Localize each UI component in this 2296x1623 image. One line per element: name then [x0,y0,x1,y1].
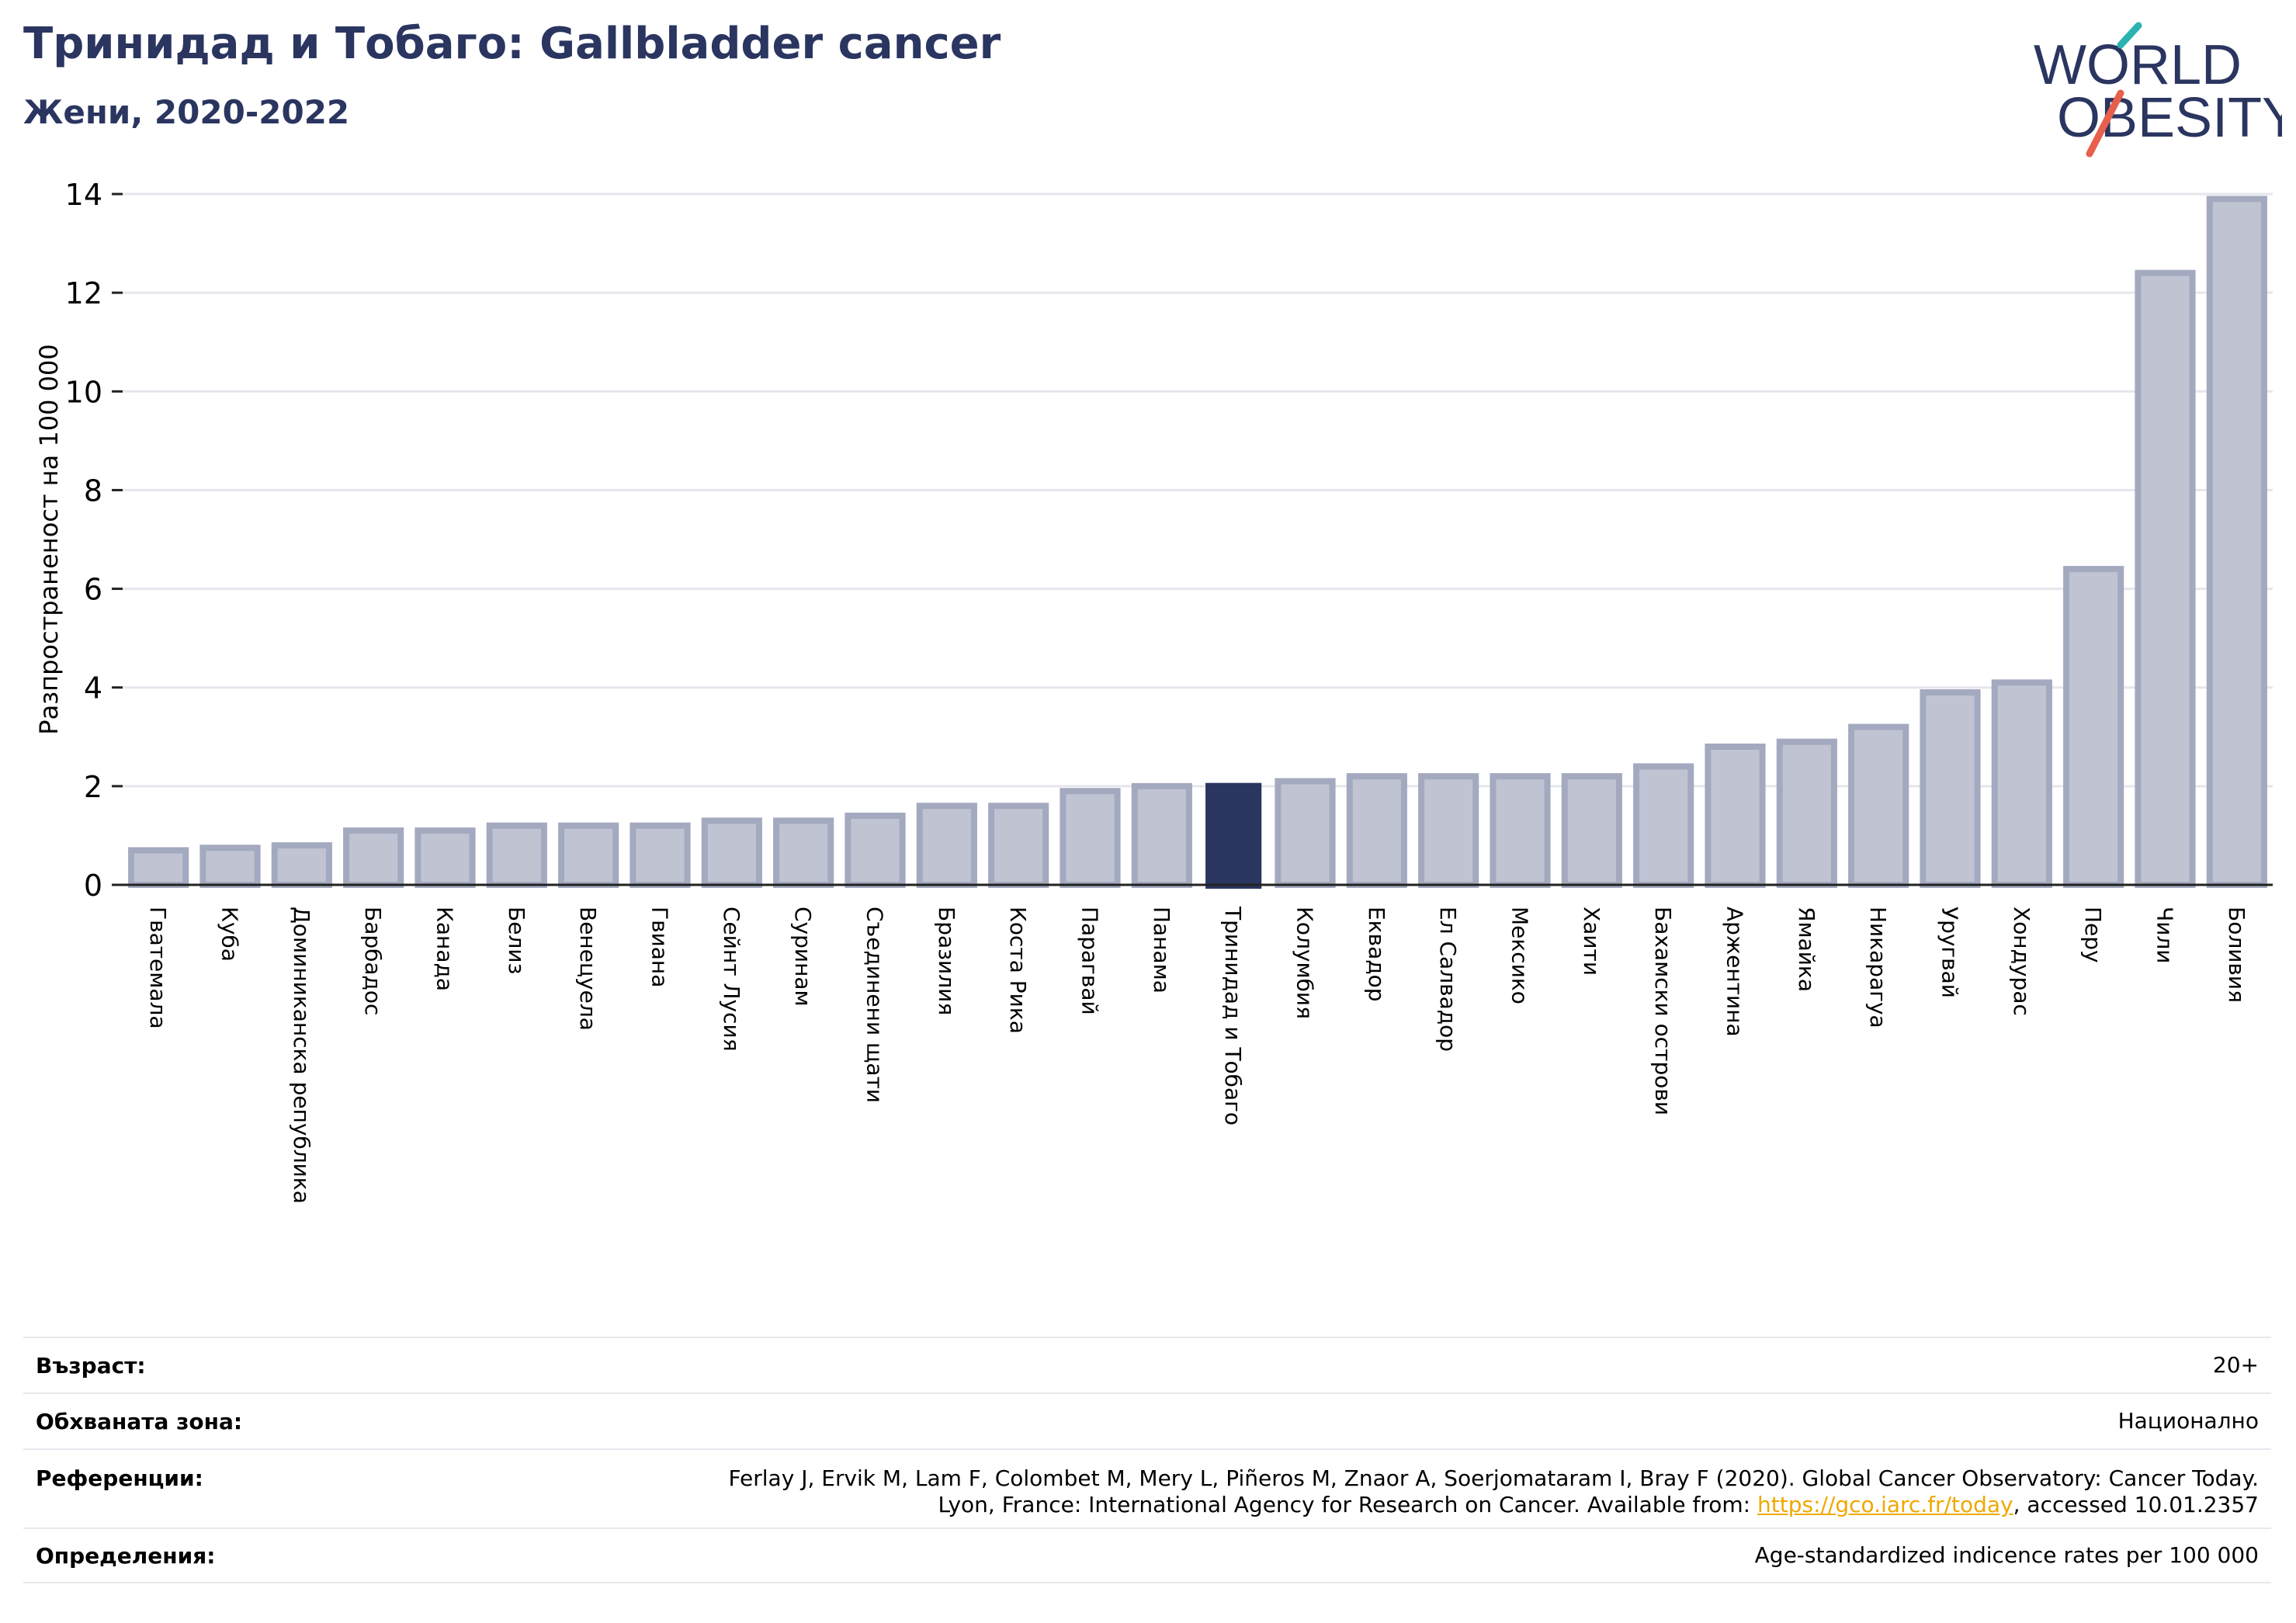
bar-30 [2206,196,2267,889]
bar-19 [1418,773,1479,889]
x-tick-label: Гватемала [145,907,171,1029]
x-tick-label: Аржентина [1722,907,1748,1037]
logo-slash-teal [2117,22,2142,49]
coverage-value: Национално [2117,1408,2259,1434]
bar-chart: 0 2 4 6 8 10 12 14 Гватемала Куба Доминиканска ре… [34,178,2273,1204]
chart-title: Тринидад и Тобаго: Gallbladder cancer [23,19,1001,69]
y-axis-title: Разпространеност на 100 000 [34,344,64,734]
bar-11 [845,813,906,888]
info-row-references: Референции: Ferlay J, Ervik M, Lam F, Co… [23,1448,2271,1528]
x-tick-label: Мексико [1507,907,1533,1004]
x-tick-label: Еквадор [1364,907,1389,1002]
y-tick-label: 8 [84,473,102,508]
y-tick-label: 12 [65,276,102,310]
y-tick-label: 10 [65,375,102,409]
bar-5 [414,827,476,888]
info-row-definitions: Определения: Age-standardized indicence … [23,1528,2271,1583]
x-tick-label: Куба [217,907,243,962]
info-table: Възраст: 20+ Обхваната зона: Национално … [23,1337,2271,1583]
x-axis-labels: Гватемала Куба Доминиканска република Барба… [145,906,2249,1204]
x-tick-label: Съединени щати [862,907,888,1103]
grid-lines [123,192,2273,788]
x-tick-label: Сейнт Лусия [719,907,744,1052]
y-axis: 0 2 4 6 8 10 12 14 [65,178,123,903]
bar-12 [916,803,977,889]
x-tick-label: Панама [1149,907,1174,994]
x-tick-label: Никарагуа [1865,907,1891,1028]
age-value: 20+ [2212,1352,2259,1378]
bar-14 [1060,788,1121,889]
x-tick-label: Тринидад и Тобаго [1220,906,1246,1125]
x-tick-label: Гвиана [647,907,673,987]
x-tick-label: Венецуела [575,907,601,1031]
age-label: Възраст: [36,1352,146,1379]
bar-29 [2135,269,2196,888]
definitions-value: Age-standardized indicence rates per 100… [1754,1542,2259,1568]
y-tick-label: 14 [65,178,102,212]
definitions-label: Определения: [36,1542,216,1569]
world-obesity-logo: WORLD OBESITY [2034,22,2282,158]
y-tick-label: 0 [84,869,102,903]
bar-10 [773,817,834,889]
x-tick-label: Суринам [790,907,816,1007]
logo-slash-red [2086,89,2124,158]
x-tick-label: Хондурас [2009,907,2034,1016]
x-tick-label: Перу [2080,907,2106,963]
references-line1: Ferlay J, Ervik M, Lam F, Colombet M, Me… [728,1465,2259,1491]
x-tick-label: Барбадос [360,907,386,1015]
bar-15 [1131,782,1192,888]
references-label: Референции: [36,1465,203,1491]
info-row-age: Възраст: 20+ [23,1337,2271,1392]
references-value: Ferlay J, Ervik M, Lam F, Colombet M, Me… [728,1465,2259,1518]
bar-26 [1920,689,1981,888]
x-tick-label: Бахамски острови [1650,907,1676,1115]
info-row-coverage: Обхваната зона: Национално [23,1392,2271,1448]
x-tick-label: Бразилия [934,907,959,1015]
coverage-label: Обхваната зона: [36,1408,243,1434]
x-tick-label: Колумбия [1292,907,1318,1019]
references-line2-pre: Lyon, France: International Agency for R… [938,1492,1757,1517]
bar-7 [558,822,619,888]
bar-23 [1705,744,1766,888]
bar-28 [2063,566,2124,889]
x-tick-label: Боливия [2224,907,2249,1003]
y-tick-label: 4 [84,671,102,706]
x-tick-label: Хаити [1579,907,1604,976]
bar-27 [1991,679,2052,888]
bar-21 [1561,773,1622,889]
bar-6 [486,822,547,888]
x-tick-label: Ямайка [1794,907,1819,992]
bar-20 [1490,773,1551,889]
x-tick-label: Парагвай [1077,907,1103,1015]
bar-4 [343,827,404,888]
logo-text-world: WORLD [2034,34,2242,96]
x-tick-label: Ел Салвадор [1435,907,1461,1052]
chart-subtitle: Жени, 2020-2022 [23,93,350,131]
bar-2 [199,844,261,888]
bar-1 [128,847,189,888]
references-link[interactable]: https://gco.iarc.fr/today [1757,1492,2013,1517]
bar-8 [629,822,691,888]
x-tick-label: Коста Рика [1005,907,1031,1034]
x-tick-label: Уругвай [1937,907,1963,998]
bar-24 [1776,738,1837,889]
bar-18 [1346,773,1407,889]
bar-13 [988,803,1049,889]
y-tick-label: 6 [84,573,102,607]
references-line2-post: , accessed 10.01.2357 [2013,1492,2259,1517]
bar-25 [1848,723,1909,888]
bar-22 [1633,763,1694,889]
bars [128,196,2267,890]
bar-16 [1205,782,1262,890]
x-tick-label: Доминиканска република [289,907,314,1204]
x-tick-label: Чили [2152,907,2178,964]
bar-17 [1275,778,1336,888]
x-tick-label: Канада [432,907,458,991]
bar-3 [271,842,332,888]
bar-9 [701,817,762,889]
x-tick-label: Белиз [504,907,529,974]
y-tick-label: 2 [84,770,102,804]
